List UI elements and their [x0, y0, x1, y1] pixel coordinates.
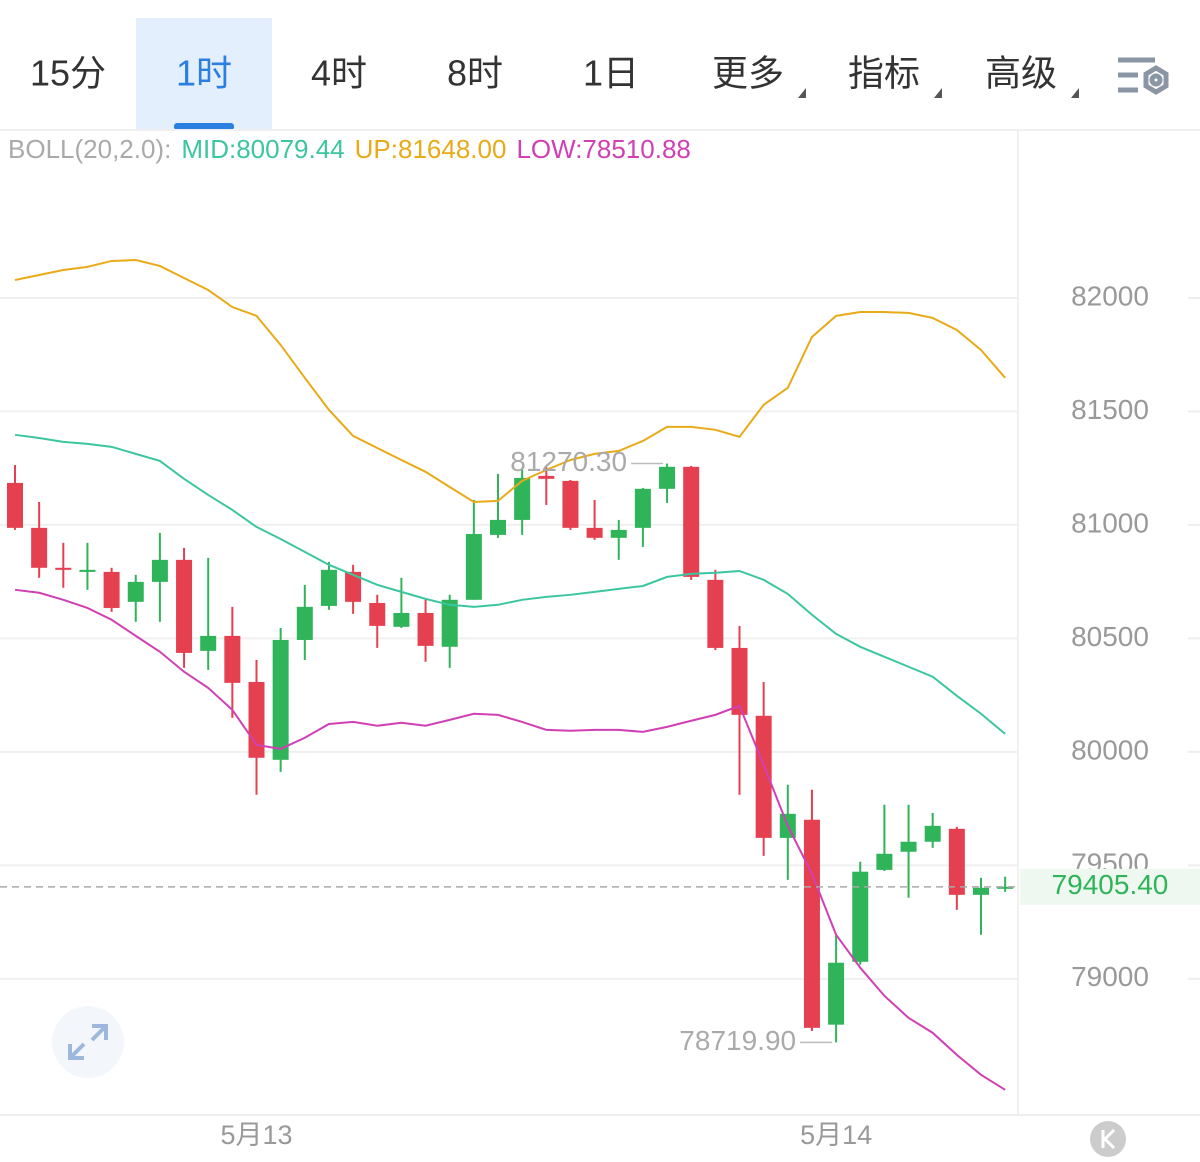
extreme-label: 81270.30 — [510, 446, 627, 477]
icon-arrow — [68, 1042, 86, 1060]
tab[interactable]: 1日 — [583, 53, 639, 94]
tab[interactable]: 指标 — [848, 53, 920, 94]
tab[interactable]: 高级 — [985, 53, 1057, 94]
candle-body — [973, 887, 989, 895]
candle-body — [7, 482, 23, 528]
candle-body — [417, 612, 434, 646]
y-tick-label: 82000 — [1071, 280, 1149, 311]
candle-body — [828, 962, 845, 1025]
candle-body — [31, 527, 48, 568]
tab-selected-bg — [136, 18, 272, 130]
expand-icon — [68, 1024, 108, 1060]
candle-body — [803, 819, 820, 1028]
candle-body — [948, 828, 965, 895]
settings-icon[interactable] — [1118, 57, 1169, 95]
last-price-label: 79405.40 — [1052, 869, 1169, 900]
icon-dot — [1149, 73, 1163, 87]
candle-body — [490, 519, 506, 535]
legend-entry: MID:80079.44 — [181, 134, 344, 164]
extreme-label: 78719.90 — [679, 1025, 796, 1056]
candle-body — [924, 825, 941, 842]
tab[interactable]: 15分 — [30, 53, 106, 94]
candle-body — [224, 635, 241, 683]
candle-body — [103, 571, 120, 608]
indicator-name: BOLL(20,2.0): — [8, 134, 171, 164]
candle-body — [852, 871, 869, 962]
band-line — [14, 588, 1006, 1091]
indicator-legend: BOLL(20,2.0): MID:80079.44 UP:81648.00 LOW:… — [8, 134, 691, 164]
band-line — [14, 259, 1006, 503]
candle-body — [514, 477, 531, 520]
candle-body — [176, 559, 193, 653]
candle-body — [683, 466, 700, 577]
candle-body — [562, 480, 579, 528]
candle-body — [634, 488, 651, 528]
last-price-box — [1020, 868, 1200, 905]
candle-body — [369, 602, 386, 626]
tab[interactable]: 4时 — [311, 53, 367, 94]
candle-body — [79, 569, 96, 572]
band-line — [14, 433, 1006, 735]
y-tick-label: 80500 — [1071, 621, 1149, 652]
kline-icon — [1101, 1128, 1116, 1150]
tab[interactable]: 1时 — [176, 53, 232, 94]
candle-body — [151, 559, 168, 582]
kline-button[interactable] — [1090, 1121, 1126, 1157]
candle-body — [200, 635, 217, 651]
legend-entry: LOW:78510.88 — [516, 134, 690, 164]
dropdown-arrow — [934, 88, 942, 98]
candle-body — [997, 886, 1014, 889]
candle-body — [900, 841, 917, 852]
y-tick-label: 81000 — [1071, 507, 1149, 538]
candle-body — [272, 639, 289, 760]
y-tick-label: 80000 — [1071, 734, 1149, 765]
candle-body — [55, 567, 72, 570]
icon-arrow — [90, 1024, 108, 1042]
candle-body — [345, 571, 362, 602]
candle-body — [586, 527, 603, 538]
dropdown-arrow — [798, 88, 806, 98]
candle-body — [755, 715, 772, 838]
tab-indicator — [174, 123, 234, 130]
candle-body — [393, 612, 410, 627]
tab-bar: 15分 1时 4时 8时 1日 更多 指标 高级 — [30, 18, 1079, 130]
expand-button[interactable] — [52, 1006, 124, 1078]
tab[interactable]: 更多 — [712, 53, 784, 94]
candle-body — [876, 853, 893, 870]
candle-body — [659, 466, 676, 489]
candle-body — [731, 647, 748, 715]
icon-hex — [1143, 65, 1169, 95]
candle-body — [320, 569, 337, 606]
y-tick-label: 79000 — [1071, 961, 1149, 992]
candle-body — [296, 606, 313, 640]
candle-body — [707, 579, 724, 648]
candle-body — [465, 533, 482, 600]
x-tick-label: 5月13 — [220, 1120, 292, 1150]
candle-body — [441, 599, 458, 647]
x-tick-label: 5月14 — [800, 1120, 872, 1150]
candle-body — [127, 581, 144, 602]
candle-body — [538, 475, 555, 479]
candle-body — [610, 529, 627, 538]
tab[interactable]: 8时 — [447, 53, 503, 94]
legend-entry: UP:81648.00 — [355, 134, 507, 164]
dropdown-arrow — [1071, 88, 1079, 98]
y-tick-label: 81500 — [1071, 394, 1149, 425]
